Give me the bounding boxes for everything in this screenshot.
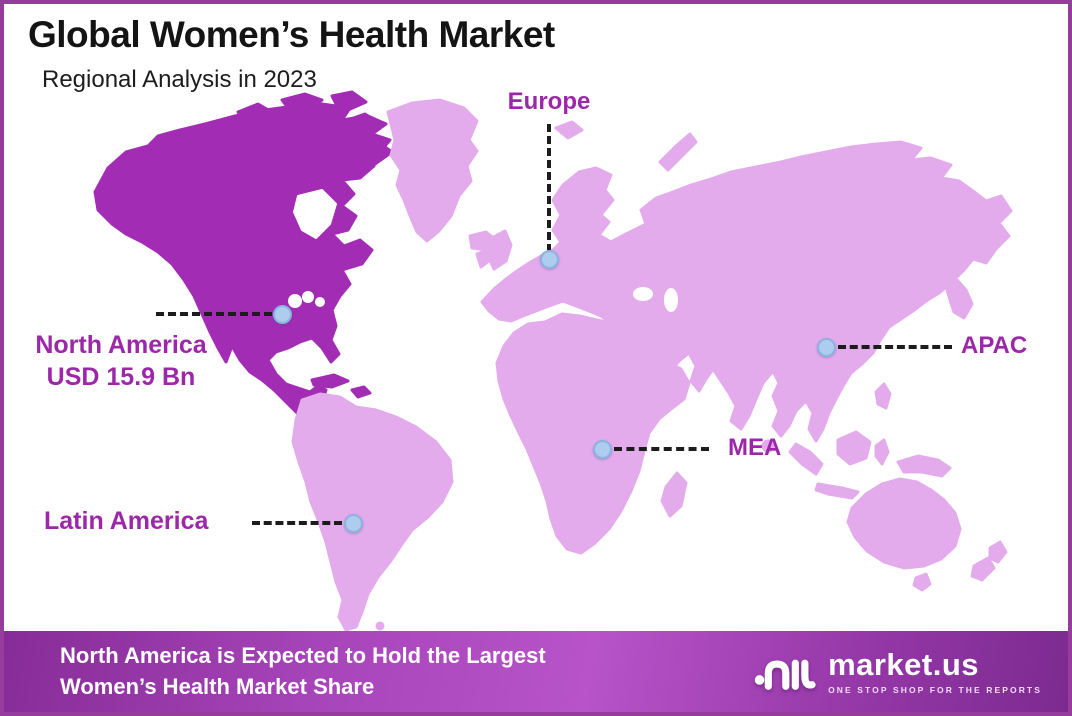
logo-tagline: ONE STOP SHOP FOR THE REPORTS <box>828 684 1042 695</box>
callout-line-europe <box>547 124 551 252</box>
callout-line-north-america <box>156 312 272 316</box>
page-subtitle: Regional Analysis in 2023 <box>42 66 317 93</box>
callout-label-europe: Europe <box>507 88 591 115</box>
callout-marker-latin-america <box>344 514 363 533</box>
bottom-banner: North America is Expected to Hold the La… <box>4 631 1068 712</box>
callout-line-apac <box>838 345 952 349</box>
marketus-logo-text: market.us ONE STOP SHOP FOR THE REPORTS <box>828 649 1042 695</box>
banner-text: North America is Expected to Hold the La… <box>60 641 546 702</box>
callout-label-mea: MEA <box>728 434 782 461</box>
banner-line-2: Women’s Health Market Share <box>60 673 375 699</box>
callout-marker-mea <box>593 440 612 459</box>
marketus-logo-icon <box>754 659 816 690</box>
callout-label-apac: APAC <box>961 332 1028 359</box>
north-america-label: North America <box>35 331 207 359</box>
map-region-rest-of-world <box>291 98 1013 632</box>
header: Global Women’s Health Market Regional An… <box>28 14 555 94</box>
callout-label-north-america: North America USD 15.9 Bn <box>18 330 224 393</box>
callout-label-latin-america: Latin America <box>44 507 209 535</box>
callout-marker-north-america <box>273 305 292 324</box>
callout-marker-apac <box>817 338 836 357</box>
page-title: Global Women’s Health Market <box>28 14 555 55</box>
callout-marker-europe <box>540 250 559 269</box>
banner-line-1: North America is Expected to Hold the La… <box>60 643 546 669</box>
callout-line-mea <box>614 447 709 451</box>
callout-line-latin-america <box>252 521 342 525</box>
logo-name: market.us <box>828 646 980 682</box>
map-region-north-america <box>93 90 394 442</box>
north-america-value: USD 15.9 Bn <box>46 362 196 391</box>
marketus-logo: market.us ONE STOP SHOP FOR THE REPORTS <box>754 646 1042 698</box>
